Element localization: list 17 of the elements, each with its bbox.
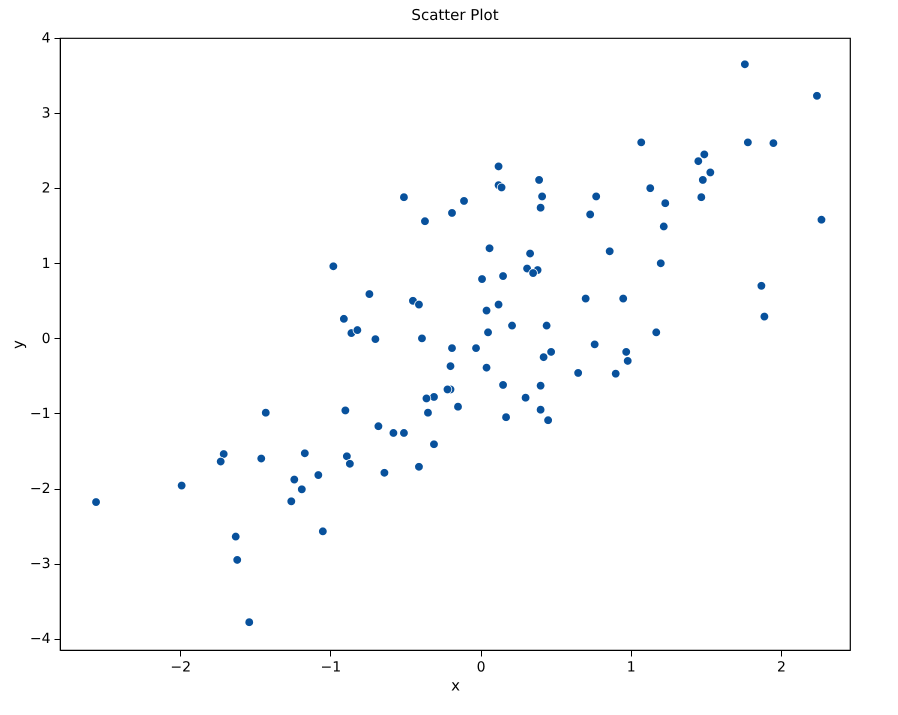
y-tick-label: 4	[42, 30, 51, 46]
y-tick-label: −2	[30, 481, 50, 498]
x-tick-label: −1	[320, 660, 342, 676]
x-tick-label: −2	[170, 660, 191, 676]
y-tick-label: −4	[30, 631, 51, 648]
chart-title: Scatter Plot	[411, 6, 499, 24]
x-axis-title: x	[451, 676, 460, 694]
y-tick-label: 3	[42, 106, 50, 122]
x-tick-label: 1	[626, 660, 636, 676]
y-tick-label: −3	[30, 556, 50, 572]
y-tick-label: 1	[42, 256, 50, 272]
y-tick-label: −1	[30, 406, 50, 422]
x-tick-label: 0	[476, 660, 486, 676]
x-tick-label: 2	[776, 660, 786, 676]
y-tick-label: 0	[42, 330, 50, 347]
y-axis-title: y	[8, 340, 27, 349]
y-tick-label: 2	[42, 180, 50, 197]
